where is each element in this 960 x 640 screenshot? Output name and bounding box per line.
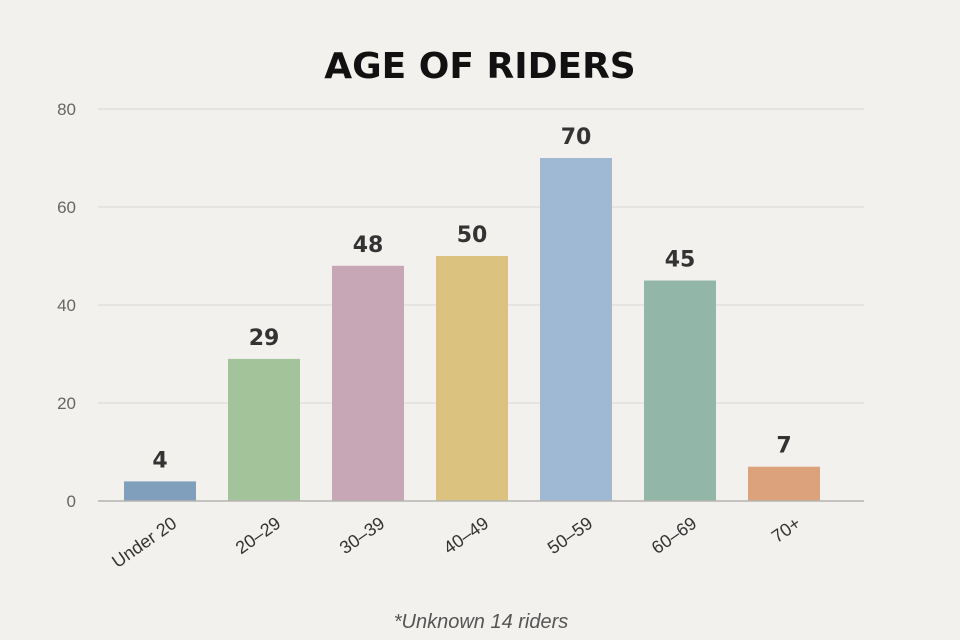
x-tick-label: 60–69 xyxy=(648,513,700,558)
bar xyxy=(436,256,508,501)
x-tick-label: 70+ xyxy=(768,513,804,547)
data-labels: 4 29 48 50 70 45 7 xyxy=(152,125,791,473)
y-axis-ticks: 0 20 40 60 80 xyxy=(57,100,76,511)
chart-title: AGE OF RIDERS xyxy=(324,46,636,87)
bar xyxy=(540,158,612,501)
x-tick-label: Under 20 xyxy=(108,513,180,572)
y-tick-label: 60 xyxy=(57,198,76,217)
x-tick-label: 20–29 xyxy=(232,513,284,558)
data-label: 29 xyxy=(249,326,280,351)
data-label: 4 xyxy=(152,448,167,473)
bars xyxy=(124,158,820,501)
y-tick-label: 40 xyxy=(57,296,76,315)
data-label: 48 xyxy=(353,233,384,258)
bar xyxy=(124,481,196,501)
y-tick-label: 20 xyxy=(57,394,76,413)
data-label: 50 xyxy=(457,223,488,248)
bar xyxy=(332,265,404,501)
x-tick-label: 40–49 xyxy=(440,513,492,558)
data-label: 45 xyxy=(665,248,696,273)
x-tick-label: 50–59 xyxy=(544,513,596,558)
footnote: *Unknown 14 riders xyxy=(394,611,569,633)
bar xyxy=(748,466,820,501)
y-tick-label: 0 xyxy=(67,492,76,511)
x-tick-label: 30–39 xyxy=(336,513,388,558)
bar xyxy=(644,280,716,501)
x-axis-ticks: Under 20 20–29 30–39 40–49 50–59 60–69 70+ xyxy=(108,513,804,572)
y-tick-label: 80 xyxy=(57,100,76,119)
data-label: 7 xyxy=(776,434,791,459)
bar xyxy=(228,358,300,501)
data-label: 70 xyxy=(561,125,592,150)
